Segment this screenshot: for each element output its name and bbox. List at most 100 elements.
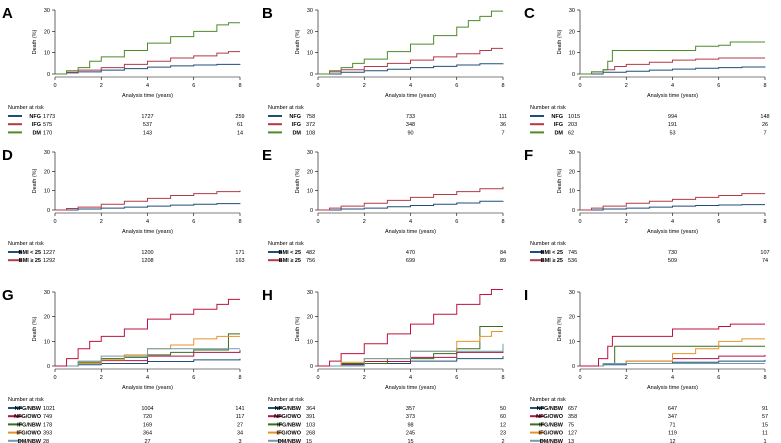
x-tick-label: 4 bbox=[671, 83, 674, 89]
risk-row-label: DM/NBW bbox=[540, 439, 564, 443]
y-tick-label: 20 bbox=[44, 29, 50, 35]
x-tick-label: 8 bbox=[501, 219, 504, 225]
y-axis-label: Death (%) bbox=[557, 316, 563, 341]
risk-value: 127 bbox=[568, 431, 577, 437]
x-tick-label: 6 bbox=[717, 219, 720, 225]
y-tick-label: 0 bbox=[572, 208, 575, 214]
series-line-nfg bbox=[55, 63, 241, 75]
risk-row-label: IFG/OWO bbox=[539, 431, 564, 437]
y-tick-label: 0 bbox=[310, 72, 313, 78]
series-line-ifg bbox=[318, 47, 503, 75]
risk-value: 575 bbox=[43, 122, 52, 128]
y-tick-label: 20 bbox=[307, 169, 313, 175]
x-tick-label: 0 bbox=[578, 219, 581, 225]
risk-table-title: Number at risk bbox=[268, 105, 304, 111]
y-tick-label: 10 bbox=[307, 189, 313, 195]
risk-value: 27 bbox=[237, 422, 243, 428]
panel-G: G 0 10 20 30 Death (%) 0 2 4 6 8 Analysis time (yea… bbox=[2, 287, 245, 443]
y-axis-label: Death (%) bbox=[295, 29, 301, 54]
risk-row-label: NFG/OWO bbox=[274, 414, 302, 420]
risk-value: 171 bbox=[235, 250, 244, 256]
risk-value: 720 bbox=[143, 414, 152, 420]
risk-value: 756 bbox=[306, 258, 315, 264]
risk-value: 1 bbox=[763, 439, 766, 443]
risk-value: 364 bbox=[306, 406, 315, 412]
x-tick-label: 0 bbox=[578, 83, 581, 89]
series-line-dm bbox=[580, 41, 765, 75]
y-axis-label: Death (%) bbox=[32, 29, 38, 54]
x-tick-label: 8 bbox=[238, 375, 241, 381]
panel-C: C 0 10 20 30 Death (%) 0 2 4 6 8 Analysis time (yea… bbox=[524, 5, 770, 136]
y-tick-label: 10 bbox=[44, 339, 50, 345]
x-tick-label: 8 bbox=[501, 375, 504, 381]
risk-row-label: NFG bbox=[29, 114, 41, 120]
risk-row-label: NFG bbox=[289, 114, 301, 120]
risk-row-label: DM bbox=[554, 130, 563, 136]
risk-value: 36 bbox=[500, 122, 506, 128]
risk-value: 15 bbox=[407, 439, 413, 443]
risk-row-label: DM/NBW bbox=[18, 439, 42, 443]
x-tick-label: 0 bbox=[53, 219, 56, 225]
risk-value: 1773 bbox=[43, 114, 55, 120]
y-tick-label: 0 bbox=[572, 72, 575, 78]
risk-value: 23 bbox=[500, 431, 506, 437]
x-tick-label: 0 bbox=[578, 375, 581, 381]
risk-value: 15 bbox=[306, 439, 312, 443]
series-line-dm bbox=[55, 22, 240, 75]
x-tick-label: 4 bbox=[409, 83, 412, 89]
risk-row-label: IFG/OWO bbox=[17, 431, 42, 437]
risk-value: 1227 bbox=[43, 250, 55, 256]
x-tick-label: 2 bbox=[625, 375, 628, 381]
risk-value: 1004 bbox=[141, 406, 153, 412]
y-tick-label: 30 bbox=[307, 290, 313, 296]
y-tick-label: 20 bbox=[569, 29, 575, 35]
risk-row-label: IFG bbox=[292, 122, 301, 128]
x-axis-label: Analysis time (years) bbox=[647, 385, 698, 391]
risk-value: 1208 bbox=[141, 258, 153, 264]
risk-value: 1015 bbox=[568, 114, 580, 120]
risk-value: 536 bbox=[568, 258, 577, 264]
risk-table-title: Number at risk bbox=[268, 397, 304, 403]
risk-row-label: IFG/NBW bbox=[277, 422, 302, 428]
risk-table-title: Number at risk bbox=[530, 397, 566, 403]
x-axis-label: Analysis time (years) bbox=[385, 93, 436, 99]
risk-value: 27 bbox=[144, 439, 150, 443]
x-tick-label: 8 bbox=[238, 83, 241, 89]
y-axis-label: Death (%) bbox=[295, 168, 301, 193]
risk-row-label: IFG/NBW bbox=[539, 422, 564, 428]
risk-row-label: BMI < 25 bbox=[541, 250, 563, 256]
risk-value: 91 bbox=[762, 406, 768, 412]
risk-value: 170 bbox=[43, 130, 52, 136]
risk-value: 699 bbox=[406, 258, 415, 264]
y-axis-label: Death (%) bbox=[557, 29, 563, 54]
risk-value: 7 bbox=[763, 130, 766, 136]
risk-row-label: BMI < 25 bbox=[19, 250, 41, 256]
x-axis-label: Analysis time (years) bbox=[647, 229, 698, 235]
panel-letter: C bbox=[524, 5, 535, 22]
x-axis-label: Analysis time (years) bbox=[647, 93, 698, 99]
risk-value: 657 bbox=[568, 406, 577, 412]
x-tick-label: 6 bbox=[192, 375, 195, 381]
y-tick-label: 30 bbox=[307, 8, 313, 14]
y-tick-label: 10 bbox=[307, 339, 313, 345]
series-line-dm bbox=[318, 10, 503, 75]
risk-value: 62 bbox=[568, 130, 574, 136]
x-tick-label: 2 bbox=[625, 219, 628, 225]
x-axis-label: Analysis time (years) bbox=[122, 93, 173, 99]
series-line-dm-owo bbox=[580, 323, 765, 367]
series-line-dm-owo bbox=[55, 298, 240, 367]
risk-value: 148 bbox=[760, 114, 769, 120]
x-tick-label: 0 bbox=[316, 375, 319, 381]
risk-table-title: Number at risk bbox=[530, 105, 566, 111]
x-tick-label: 8 bbox=[763, 219, 766, 225]
risk-table-title: Number at risk bbox=[8, 105, 44, 111]
panel-B: B 0 10 20 30 Death (%) 0 2 4 6 8 Analysis time (yea… bbox=[262, 5, 507, 136]
risk-row-label: IFG bbox=[554, 122, 563, 128]
risk-row-label: NFG/NBW bbox=[537, 406, 564, 412]
x-tick-label: 0 bbox=[316, 219, 319, 225]
x-tick-label: 2 bbox=[363, 375, 366, 381]
risk-value: 1727 bbox=[141, 114, 153, 120]
x-tick-label: 4 bbox=[671, 219, 674, 225]
risk-row-label: IFG/OWO bbox=[277, 431, 302, 437]
risk-value: 143 bbox=[143, 130, 152, 136]
